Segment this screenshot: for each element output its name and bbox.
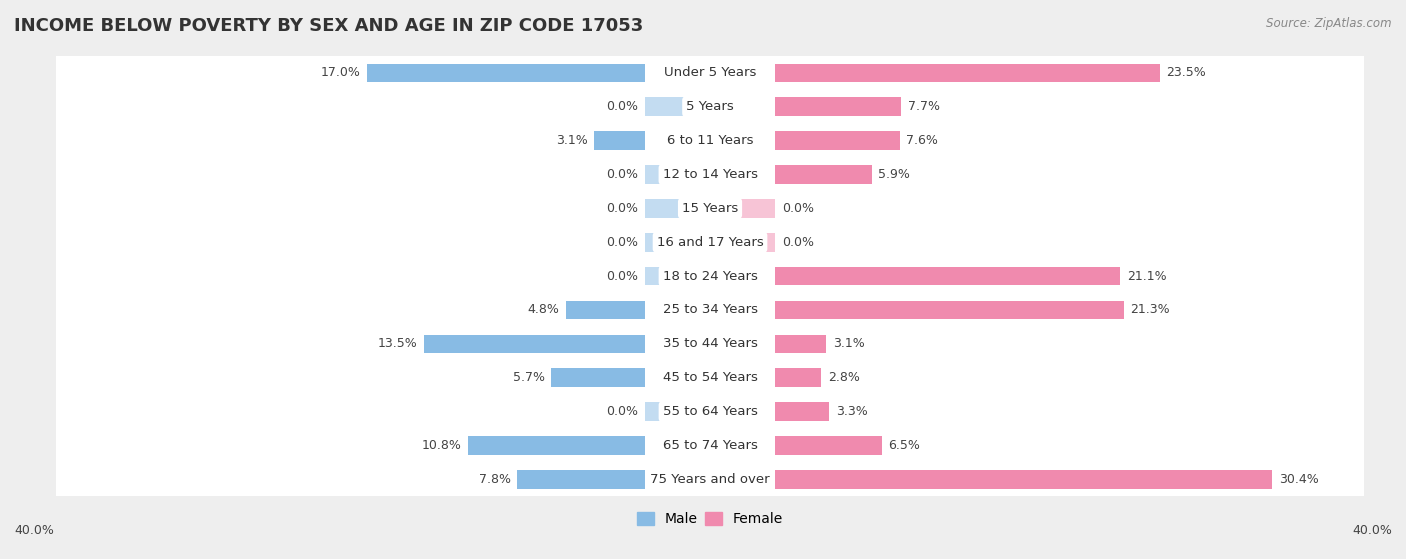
Bar xyxy=(367,64,644,82)
Text: 35 to 44 Years: 35 to 44 Years xyxy=(662,338,758,350)
Text: 21.1%: 21.1% xyxy=(1126,269,1167,283)
Bar xyxy=(517,470,644,489)
Bar xyxy=(776,97,901,116)
Bar xyxy=(776,402,830,421)
Text: 0.0%: 0.0% xyxy=(606,168,638,181)
Text: 7.8%: 7.8% xyxy=(478,473,510,486)
Bar xyxy=(710,199,776,217)
Bar xyxy=(776,301,1123,319)
Bar xyxy=(56,124,1364,158)
Bar xyxy=(776,267,1121,286)
Text: 7.7%: 7.7% xyxy=(908,100,939,113)
Bar xyxy=(425,334,644,353)
Text: 40.0%: 40.0% xyxy=(1353,524,1392,537)
Text: Under 5 Years: Under 5 Years xyxy=(664,67,756,79)
Text: 0.0%: 0.0% xyxy=(606,202,638,215)
Text: 2.8%: 2.8% xyxy=(828,371,859,384)
Legend: Male, Female: Male, Female xyxy=(631,507,789,532)
Bar xyxy=(644,97,710,116)
Bar xyxy=(551,368,644,387)
Text: 3.1%: 3.1% xyxy=(555,134,588,147)
Text: 40.0%: 40.0% xyxy=(14,524,53,537)
Text: 23.5%: 23.5% xyxy=(1166,67,1206,79)
Bar xyxy=(56,429,1364,462)
Text: 5 Years: 5 Years xyxy=(686,100,734,113)
Text: Source: ZipAtlas.com: Source: ZipAtlas.com xyxy=(1267,17,1392,30)
Text: 0.0%: 0.0% xyxy=(782,236,814,249)
Text: 0.0%: 0.0% xyxy=(606,236,638,249)
Text: 55 to 64 Years: 55 to 64 Years xyxy=(662,405,758,418)
Text: 5.9%: 5.9% xyxy=(879,168,910,181)
Bar xyxy=(776,436,882,455)
Text: 15 Years: 15 Years xyxy=(682,202,738,215)
Text: 6.5%: 6.5% xyxy=(889,439,920,452)
Bar xyxy=(56,225,1364,259)
Bar xyxy=(644,165,710,184)
Text: 7.6%: 7.6% xyxy=(905,134,938,147)
Bar xyxy=(644,199,710,217)
Bar xyxy=(56,293,1364,327)
Text: 25 to 34 Years: 25 to 34 Years xyxy=(662,304,758,316)
Bar xyxy=(56,90,1364,124)
Bar xyxy=(593,131,644,150)
Text: 0.0%: 0.0% xyxy=(606,100,638,113)
Bar xyxy=(468,436,644,455)
Text: 4.8%: 4.8% xyxy=(527,304,560,316)
Bar xyxy=(56,395,1364,429)
Text: 3.1%: 3.1% xyxy=(832,338,865,350)
Bar xyxy=(56,361,1364,395)
Text: 16 and 17 Years: 16 and 17 Years xyxy=(657,236,763,249)
Bar xyxy=(776,165,872,184)
Bar xyxy=(644,402,710,421)
Bar xyxy=(710,233,776,252)
Text: 30.4%: 30.4% xyxy=(1279,473,1319,486)
Bar xyxy=(776,131,900,150)
Bar xyxy=(644,233,710,252)
Text: 45 to 54 Years: 45 to 54 Years xyxy=(662,371,758,384)
Bar xyxy=(776,368,821,387)
Text: 3.3%: 3.3% xyxy=(837,405,868,418)
Bar xyxy=(56,327,1364,361)
Text: 6 to 11 Years: 6 to 11 Years xyxy=(666,134,754,147)
Text: 0.0%: 0.0% xyxy=(782,202,814,215)
Text: 0.0%: 0.0% xyxy=(606,405,638,418)
Bar xyxy=(56,462,1364,496)
Bar xyxy=(776,334,827,353)
Text: INCOME BELOW POVERTY BY SEX AND AGE IN ZIP CODE 17053: INCOME BELOW POVERTY BY SEX AND AGE IN Z… xyxy=(14,17,644,35)
Bar xyxy=(56,56,1364,90)
Bar xyxy=(567,301,644,319)
Bar xyxy=(56,158,1364,191)
Text: 17.0%: 17.0% xyxy=(321,67,360,79)
Text: 21.3%: 21.3% xyxy=(1130,304,1170,316)
Bar xyxy=(776,470,1272,489)
Text: 18 to 24 Years: 18 to 24 Years xyxy=(662,269,758,283)
Text: 5.7%: 5.7% xyxy=(513,371,546,384)
Text: 12 to 14 Years: 12 to 14 Years xyxy=(662,168,758,181)
Text: 0.0%: 0.0% xyxy=(606,269,638,283)
Text: 65 to 74 Years: 65 to 74 Years xyxy=(662,439,758,452)
Bar xyxy=(56,259,1364,293)
Bar xyxy=(776,64,1160,82)
Text: 75 Years and over: 75 Years and over xyxy=(650,473,770,486)
Text: 10.8%: 10.8% xyxy=(422,439,461,452)
Bar xyxy=(56,191,1364,225)
Text: 13.5%: 13.5% xyxy=(378,338,418,350)
Bar xyxy=(644,267,710,286)
